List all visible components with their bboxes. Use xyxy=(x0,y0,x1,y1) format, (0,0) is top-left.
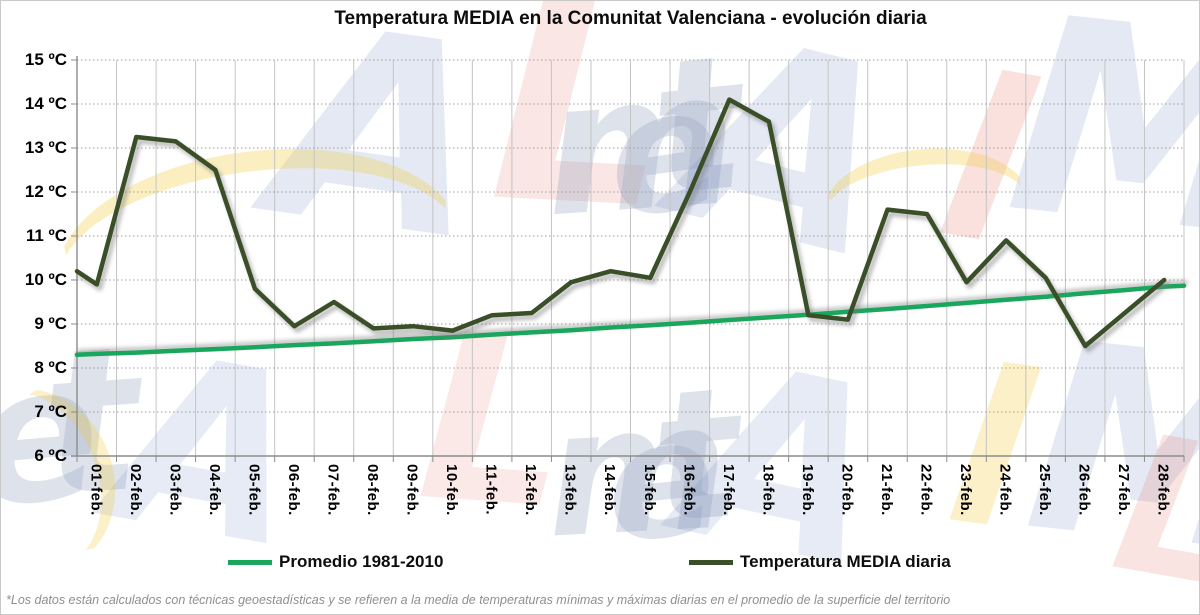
legend-swatch-daily xyxy=(689,559,733,565)
x-axis-tick-label: 17-feb. xyxy=(719,464,737,516)
legend-item-daily: Temperatura MEDIA diaria xyxy=(689,552,951,572)
y-axis-tick-label: 6 ºC xyxy=(34,446,67,465)
x-axis-tick-label: 12-feb. xyxy=(522,464,540,516)
y-axis-tick-label: 11 ºC xyxy=(25,226,67,245)
x-axis-tick-label: 15-feb. xyxy=(640,464,658,516)
y-axis-tick-label: 9 ºC xyxy=(34,314,67,333)
daily-series-line xyxy=(74,97,1167,349)
promedio-series-line xyxy=(74,283,1187,358)
x-axis-tick-label: 28-feb. xyxy=(1154,464,1172,516)
x-axis-tick-label: 06-feb. xyxy=(284,464,302,516)
footnote: *Los datos están calculados con técnicas… xyxy=(6,593,951,607)
legend-label-promedio: Promedio 1981-2010 xyxy=(279,552,444,571)
y-axis-tick-label: 15 ºC xyxy=(24,50,67,69)
x-axis-tick-label: 23-feb. xyxy=(957,464,975,516)
x-axis-tick-label: 03-feb. xyxy=(166,464,184,516)
y-axis-tick-label: 8 ºC xyxy=(34,358,67,377)
y-axis-tick-label: 10 ºC xyxy=(24,270,67,289)
y-axis-tick-label: 7 ºC xyxy=(34,402,67,421)
legend-item-promedio: Promedio 1981-2010 xyxy=(228,552,443,572)
x-axis-tick-label: 02-feb. xyxy=(126,464,144,516)
x-axis-tick-label: 19-feb. xyxy=(798,464,816,516)
y-axis-tick-label: 14 ºC xyxy=(24,94,67,113)
x-axis-tick-label: 07-feb. xyxy=(324,464,342,516)
y-axis-tick-label: 13 ºC xyxy=(24,138,67,157)
x-axis-tick-label: 08-feb. xyxy=(364,464,382,516)
x-axis-tick-label: 22-feb. xyxy=(917,464,935,516)
x-axis-tick-label: 27-feb. xyxy=(1115,464,1133,516)
x-axis-tick-label: 09-feb. xyxy=(403,464,421,516)
x-axis-tick-label: 04-feb. xyxy=(205,464,223,516)
x-axis-tick-label: 11-feb. xyxy=(482,464,500,516)
legend-label-daily: Temperatura MEDIA diaria xyxy=(740,552,951,571)
chart-title: Temperatura MEDIA en la Comunitat Valenc… xyxy=(334,8,927,29)
x-axis-tick-label: 16-feb. xyxy=(680,464,698,516)
legend-swatch-promedio xyxy=(228,559,272,565)
x-axis-tick-label: 25-feb. xyxy=(1036,464,1054,516)
y-axis-tick-label: 12 ºC xyxy=(24,182,67,201)
x-axis-tick-label: 21-feb. xyxy=(877,464,895,516)
x-axis-tick-label: 10-feb. xyxy=(443,464,461,516)
x-axis-tick-label: 24-feb. xyxy=(996,464,1014,516)
x-axis-tick-label: 14-feb. xyxy=(601,464,619,516)
x-axis-tick-label: 01-feb. xyxy=(87,464,105,516)
x-axis-tick-label: 26-feb. xyxy=(1075,464,1093,516)
x-axis-tick-label: 20-feb. xyxy=(838,464,856,516)
x-axis-tick-label: 13-feb. xyxy=(561,464,579,516)
x-axis-tick-label: 05-feb. xyxy=(245,464,263,516)
x-axis-tick-label: 18-feb. xyxy=(759,464,777,516)
